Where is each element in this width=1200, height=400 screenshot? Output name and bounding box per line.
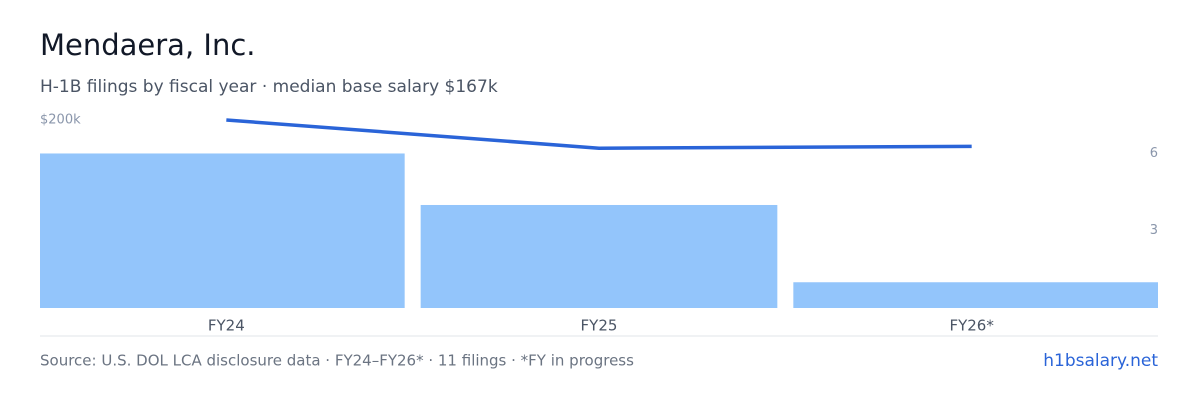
x-tick-label: FY25 [581, 317, 618, 335]
x-tick-label: FY26* [949, 317, 994, 335]
site-link[interactable]: h1bsalary.net [1043, 351, 1158, 371]
chart-subtitle: H-1B filings by fiscal year · median bas… [40, 77, 498, 97]
y-tick-label: $200k [40, 113, 81, 128]
y2-tick-label: 3 [1150, 223, 1158, 238]
source-note: Source: U.S. DOL LCA disclosure data · F… [40, 352, 634, 370]
bar [40, 153, 405, 308]
bar [793, 282, 1158, 308]
y2-tick-label: 6 [1150, 146, 1158, 161]
x-tick-label: FY24 [208, 317, 245, 335]
salary-line [226, 118, 972, 150]
bar [420, 204, 778, 308]
chart-title: Mendaera, Inc. [40, 28, 256, 62]
